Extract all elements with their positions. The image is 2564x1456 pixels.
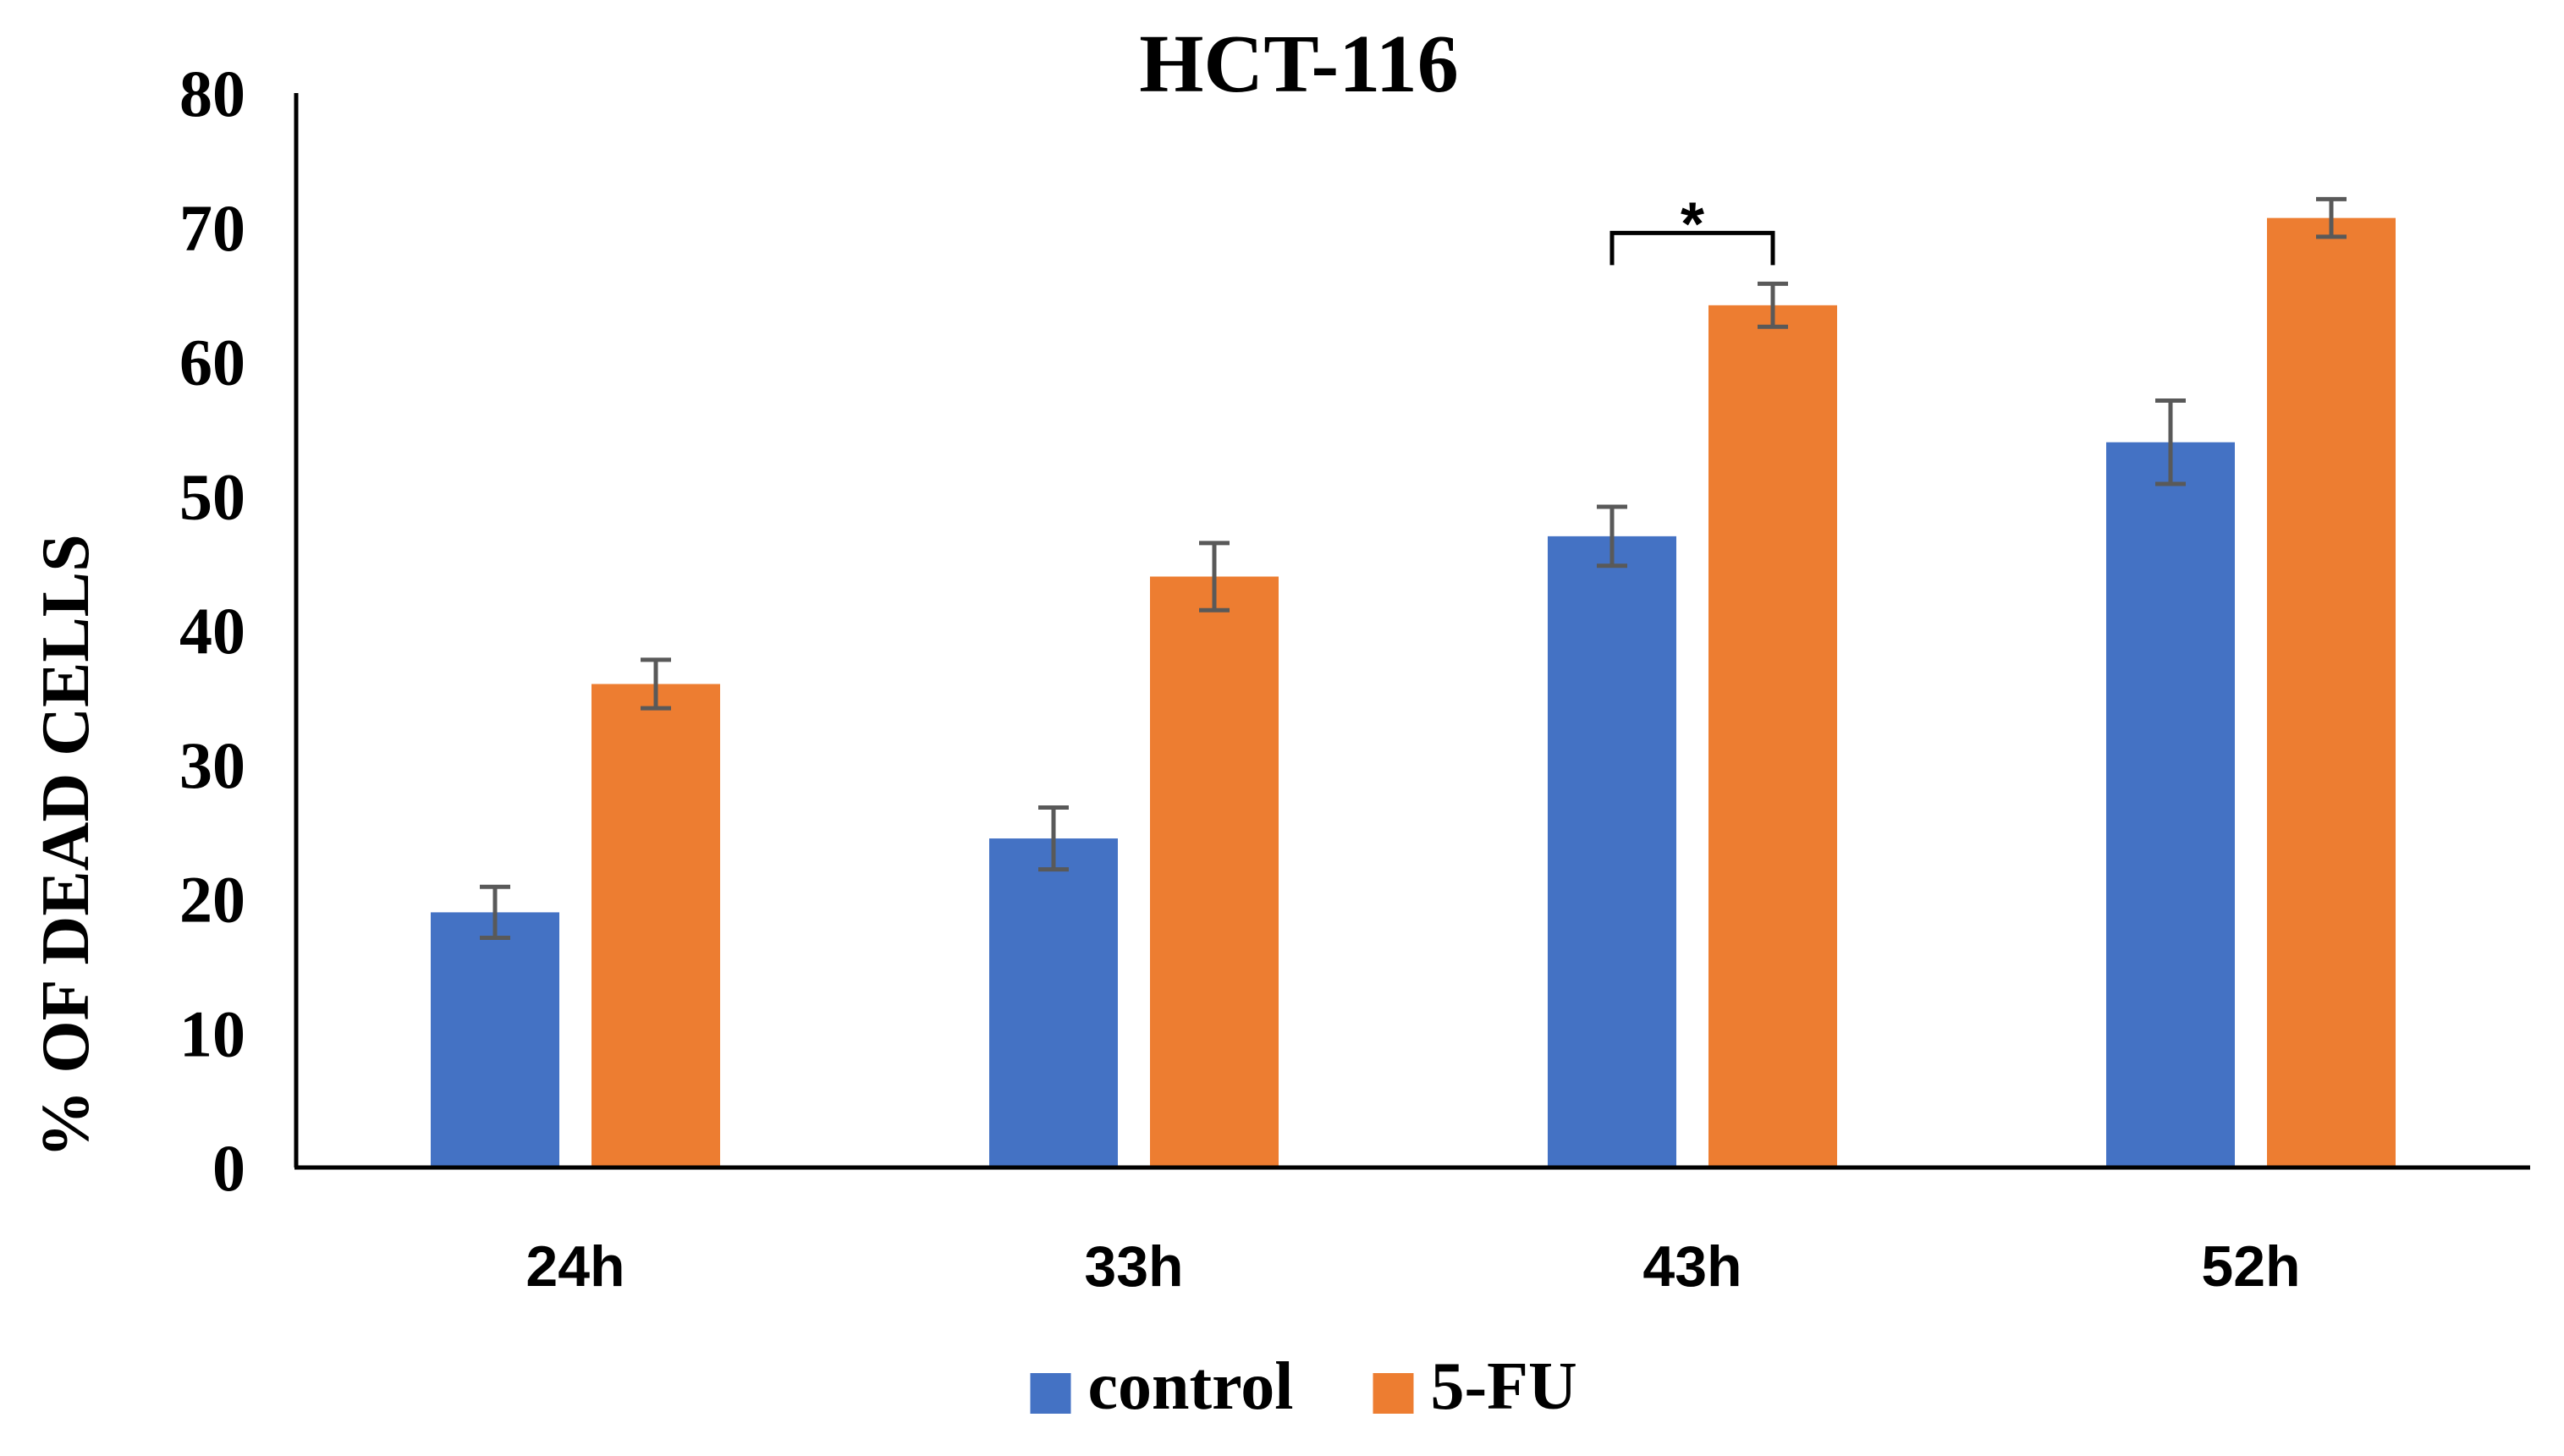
y-tick-labels: 0 10 20 30 40 50 60 70 80 [179,57,245,1205]
y-tick-label-80: 80 [179,57,245,130]
chart-title: HCT-116 [1139,19,1459,110]
y-tick-label-40: 40 [179,594,245,668]
bars-layer [431,217,2396,1168]
legend-item-control: control [1030,1349,1294,1424]
significance-bracket: * [1609,190,1775,266]
x-tick-label-33h: 33h [1084,1234,1183,1299]
bar-5-FU-33h [1150,576,1279,1168]
y-tick-label-50: 50 [179,459,245,533]
legend-swatch [1030,1373,1071,1414]
y-tick-label-60: 60 [179,326,245,399]
error-bar-5-FU-33h [1199,541,1230,613]
y-tick-label-0: 0 [212,1131,245,1205]
y-tick-label-70: 70 [179,191,245,265]
legend: control 5-FU [1030,1349,1577,1424]
y-tick-label-10: 10 [179,997,245,1070]
significance-star: * [1681,190,1704,258]
legend-label: 5-FU [1431,1349,1577,1424]
x-tick-label-24h: 24h [525,1234,624,1299]
annotations-layer: * [1609,190,1775,266]
error-bar-5-FU-24h [641,657,671,711]
legend-item-5-FU: 5-FU [1373,1349,1577,1424]
error-bar-control-33h [1038,805,1069,872]
x-tick-label-52h: 52h [2201,1234,2300,1299]
bar-control-43h [1548,536,1676,1168]
legend-swatch [1373,1373,1414,1414]
bar-control-33h [989,838,1118,1168]
error-bar-5-FU-52h [2316,196,2347,239]
error-bar-control-43h [1597,504,1627,569]
y-axis-label: % OF DEAD CELLS [29,534,103,1157]
legend-label: control [1088,1349,1294,1424]
x-tick-label-43h: 43h [1642,1234,1741,1299]
error-bar-control-24h [480,884,510,941]
bar-control-52h [2106,442,2235,1168]
x-tick-labels: 24h 33h 43h 52h [525,1234,2300,1299]
bar-5-FU-43h [1708,305,1837,1168]
error-bar-5-FU-43h [1758,281,1788,329]
y-tick-label-30: 30 [179,728,245,802]
bar-5-FU-24h [591,684,720,1168]
error-bar-control-52h [2155,398,2186,486]
axes-layer [294,93,2530,1170]
bar-5-FU-52h [2267,217,2396,1168]
y-tick-label-20: 20 [179,863,245,937]
bar-control-24h [431,912,559,1168]
error-bars-layer [480,196,2347,941]
